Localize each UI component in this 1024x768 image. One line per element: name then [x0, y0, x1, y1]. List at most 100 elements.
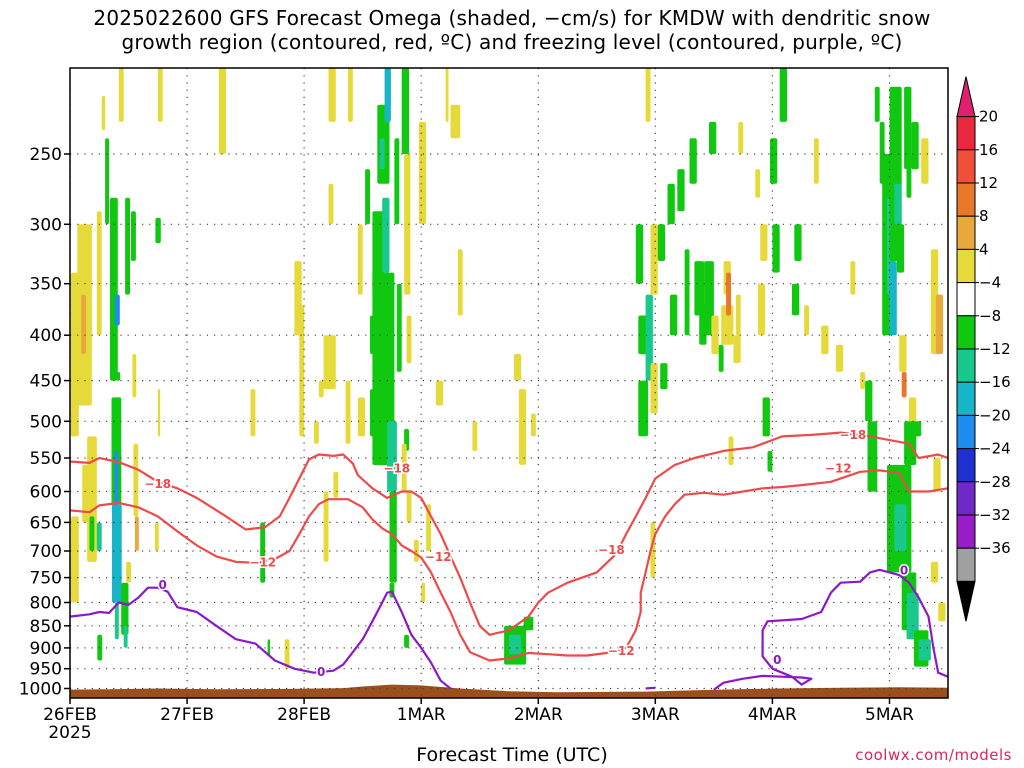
colorbar-swatch [956, 414, 976, 450]
omega-cell [645, 68, 651, 122]
omega-cell [904, 86, 912, 170]
omega-cell [735, 294, 741, 336]
omega-cell [126, 561, 131, 583]
omega-cell [899, 335, 907, 372]
omega-cell [328, 183, 334, 225]
colorbar-swatch [956, 315, 976, 350]
omega-cell [760, 224, 768, 261]
dgz-contour-label: −12 [425, 550, 452, 564]
freezing-level-label: 0 [317, 665, 325, 679]
colorbar-swatch [956, 248, 976, 284]
omega-cell [677, 169, 685, 212]
omega-cell [299, 305, 305, 437]
omega-cell [318, 380, 324, 398]
omega-cell [457, 249, 463, 316]
omega-cell [357, 224, 363, 295]
y-tick-label: 1000 [19, 680, 62, 700]
y-tick-label: 650 [30, 513, 62, 533]
x-axis-year-label: 2025 [48, 723, 91, 743]
omega-cell [157, 68, 163, 122]
omega-cell [894, 504, 907, 551]
omega-cell [894, 183, 902, 225]
omega-cell [667, 183, 675, 225]
freezing-level-line [713, 568, 948, 691]
omega-cell [472, 421, 478, 451]
chart-title: 2025022600 GFS Forecast Omega (shaded, −… [0, 6, 1024, 54]
colorbar-bottom-arrow [956, 580, 976, 622]
omega-cell [865, 380, 873, 422]
omega-cell [114, 602, 119, 640]
omega-cell [89, 516, 95, 551]
omega-cell [110, 197, 118, 381]
omega-cell [911, 121, 919, 170]
omega-cell [123, 625, 128, 648]
omega-cell [121, 582, 129, 635]
dgz-contour-line [70, 469, 948, 662]
omega-cell [821, 325, 829, 355]
omega-cell [114, 294, 120, 326]
dgz-contour-label: −12 [249, 555, 276, 569]
omega-cell [111, 397, 122, 505]
omega-cell [794, 224, 802, 261]
omega-cell [401, 68, 409, 154]
omega-cell [874, 86, 880, 122]
omega-cell [125, 197, 130, 295]
omega-cell [404, 154, 411, 295]
x-axis: 2025 26FEB 27FEB 28FEB 1MAR 2MAR 3MAR 4MAR 5MAR [43, 698, 914, 743]
omega-cell [421, 582, 426, 603]
omega-cell [396, 283, 402, 372]
omega-cell [726, 272, 731, 316]
omega-cell [250, 389, 256, 437]
omega-cell [518, 389, 527, 465]
colorbar-tick-label: 16 [979, 141, 998, 159]
colorbar-swatch [956, 116, 976, 151]
omega-cell [638, 380, 649, 437]
omega-cell [938, 602, 946, 622]
dgz-contour-label: −18 [598, 543, 625, 557]
omega-cell [260, 522, 266, 583]
dgz-contour-label: −12 [825, 461, 852, 475]
omega-cell [450, 104, 461, 139]
omega-cell [101, 95, 106, 131]
omega-cell [689, 138, 697, 184]
omega-cell [218, 68, 227, 154]
omega-cell [71, 516, 79, 603]
omega-cell [935, 294, 944, 354]
y-tick-label: 900 [30, 639, 62, 659]
colorbar-swatch [956, 282, 976, 317]
omega-cell [445, 68, 449, 122]
colorbar-swatch [956, 547, 976, 582]
x-tick-label: 2MAR [514, 705, 563, 725]
omega-cell [96, 211, 102, 336]
omega-cell [365, 169, 370, 225]
omega-cell [157, 389, 161, 437]
omega-cell [523, 616, 534, 631]
omega-cell [155, 217, 161, 244]
omega-cell [131, 211, 136, 261]
omega-cell [650, 363, 658, 414]
omega-cell [404, 634, 409, 648]
freezing-level-line [70, 586, 452, 690]
terrain-fill [70, 684, 948, 698]
colorbar-swatch [956, 514, 976, 549]
dgz-contour-label: −18 [383, 461, 410, 475]
colorbar-tick-label: 20 [979, 108, 998, 126]
omega-cell [382, 197, 390, 273]
colorbar-swatch [956, 149, 976, 184]
freezing-level-label: 0 [773, 653, 781, 667]
omega-cell [755, 169, 761, 198]
omega-cell [718, 344, 724, 372]
omega-cell [813, 138, 819, 184]
colorbar-tick-label: 12 [979, 174, 998, 192]
omega-cell [762, 397, 770, 437]
plot-background [70, 68, 948, 698]
omega-cell [850, 261, 856, 295]
omega-cell [348, 68, 353, 122]
omega-cell [387, 421, 397, 492]
omega-cell [531, 413, 536, 437]
omega-cell [889, 261, 897, 336]
colorbar-swatch [956, 381, 976, 416]
contour-layer [70, 431, 948, 691]
omega-cell [645, 294, 653, 381]
omega-cell [105, 138, 109, 225]
